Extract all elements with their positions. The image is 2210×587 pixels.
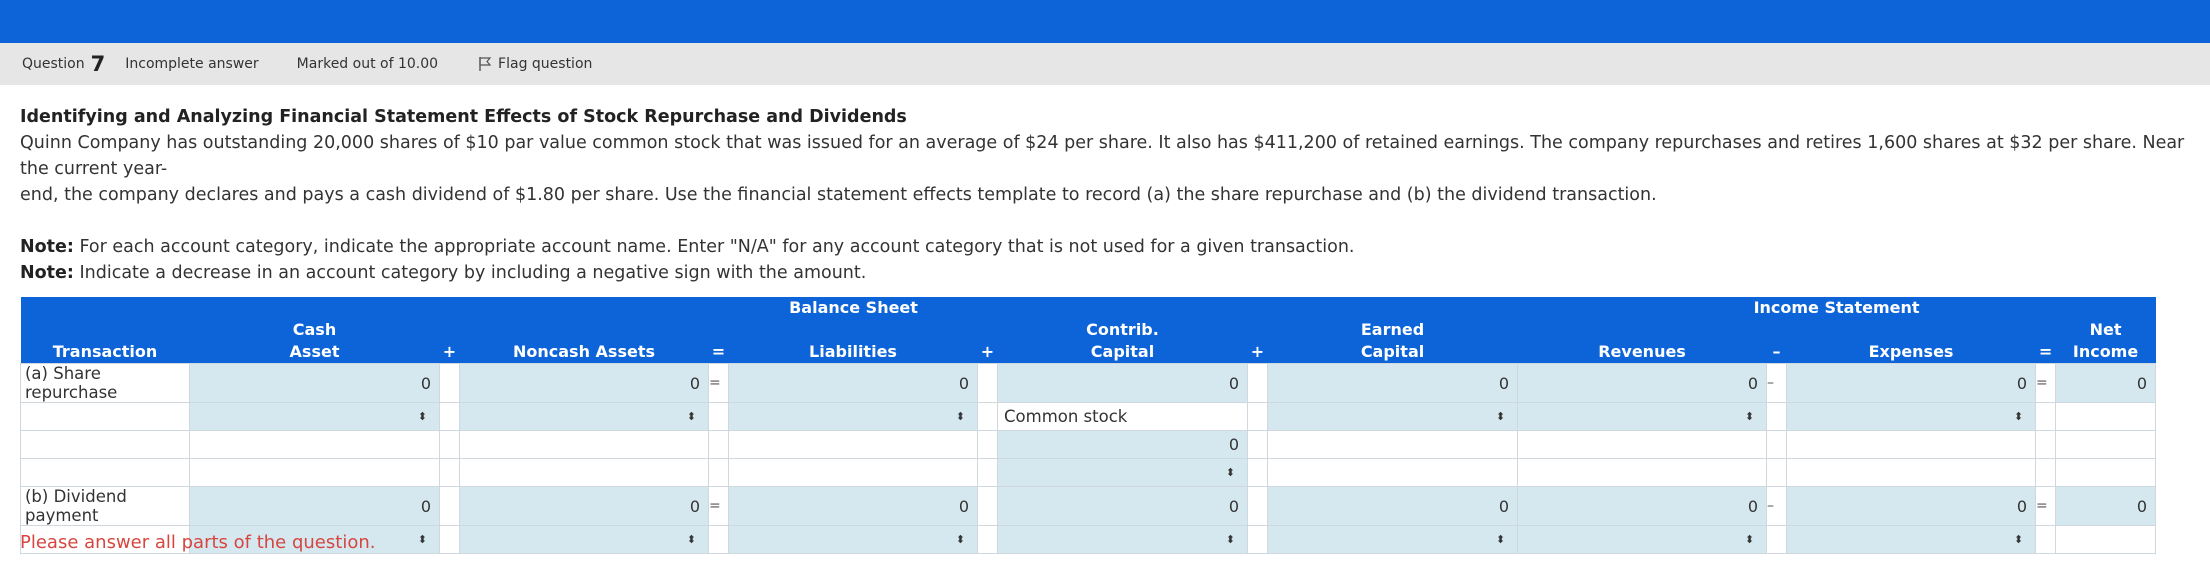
noncash-account-select[interactable]: ⬍ [459,525,709,554]
question-info-bar: Question 7 Incomplete answer Marked out … [0,43,2210,85]
financial-statement-effects-template: Balance Sheet Income Statement Cash Cont… [20,297,2157,554]
note-2: Note: Indicate a decrease in an account … [20,263,867,283]
liabilities-account-select[interactable]: ⬍ [728,525,978,554]
table-row: ⬍ ⬍ ⬍ ⬍ ⬍ ⬍ ⬍ [20,525,2157,554]
op-equals: = [708,341,729,364]
earned-capital-account-select[interactable]: ⬍ [1266,525,1519,554]
col-earned-line2: Capital [1267,341,1518,364]
col-netincome-line2: Income [2055,341,2156,364]
col-cash-line1: Cash [189,319,440,341]
op-plus: + [439,341,460,364]
contrib-capital-account-name[interactable]: Common stock [997,402,1248,431]
cash-account-select[interactable]: ⬍ [189,402,440,431]
liabilities-amount-input[interactable]: 0 [728,363,978,403]
expenses-amount-input[interactable]: 0 [1786,363,2037,403]
top-banner [0,0,2210,43]
op-minus: – [1766,486,1788,526]
flag-question-label: Flag question [498,56,593,72]
flag-icon [479,57,492,71]
transaction-label-b: (b) Dividend payment [20,486,190,526]
op-plus: + [1247,341,1268,364]
op-minus: – [1766,363,1788,403]
col-noncash: Noncash Assets [459,341,709,364]
contrib-capital-account-select[interactable]: ⬍ [997,525,1248,554]
earned-capital-amount-input[interactable]: 0 [1266,363,1519,403]
table-row: (a) Share repurchase 0 0 = 0 0 0 0 – 0 =… [20,363,2157,403]
op-equals: = [2035,363,2057,403]
problem-title: Identifying and Analyzing Financial Stat… [20,107,907,127]
col-earned-line1: Earned [1267,319,1518,341]
liabilities-amount-input[interactable]: 0 [728,486,978,526]
col-cash-line2: Asset [189,341,440,364]
col-netincome-line1: Net [2055,319,2156,341]
net-income-amount-input[interactable]: 0 [2055,486,2157,526]
balance-sheet-header: Balance Sheet [189,297,1518,319]
contrib-capital-amount-input[interactable]: 0 [997,363,1248,403]
earned-capital-account-select[interactable]: ⬍ [1266,402,1519,431]
table-row: ⬍ [20,458,2157,487]
op-plus: + [977,341,998,364]
col-contrib-line1: Contrib. [997,319,1248,341]
op-equals: = [2035,341,2056,364]
answer-status: Incomplete answer [125,56,259,72]
note-1: Note: For each account category, indicat… [20,237,1355,257]
problem-text: Identifying and Analyzing Financial Stat… [20,104,2190,286]
noncash-account-select[interactable]: ⬍ [459,402,709,431]
problem-body-line2: end, the company declares and pays a cas… [20,185,1657,205]
contrib-capital-amount-input[interactable]: 0 [997,486,1248,526]
marks-info: Marked out of 10.00 [296,56,439,72]
problem-body-line1: Quinn Company has outstanding 20,000 sha… [20,133,2185,179]
income-statement-header: Income Statement [1517,297,2156,319]
op-equals: = [708,486,729,526]
op-minus: – [1766,341,1787,364]
cash-amount-input[interactable]: 0 [189,486,440,526]
table-row: (b) Dividend payment 0 0 = 0 0 0 0 – 0 =… [20,486,2157,526]
question-label: Question [22,56,85,72]
flag-question-button[interactable]: Flag question [478,56,592,72]
expenses-account-select[interactable]: ⬍ [1786,525,2037,554]
net-income-amount-input[interactable]: 0 [2055,363,2157,403]
op-equals: = [2035,486,2057,526]
revenues-amount-input[interactable]: 0 [1517,363,1768,403]
op-equals: = [708,363,729,403]
liabilities-account-select[interactable]: ⬍ [728,402,978,431]
table-row: 0 [20,430,2157,459]
table-row: ⬍ ⬍ ⬍ Common stock ⬍ ⬍ ⬍ [20,402,2157,431]
expenses-account-select[interactable]: ⬍ [1786,402,2037,431]
revenues-amount-input[interactable]: 0 [1517,486,1768,526]
col-expenses: Expenses [1786,341,2036,364]
noncash-amount-input[interactable]: 0 [459,363,709,403]
col-contrib-line2: Capital [997,341,1248,364]
col-revenues: Revenues [1517,341,1767,364]
revenues-account-select[interactable]: ⬍ [1517,525,1768,554]
cash-amount-input[interactable]: 0 [189,363,440,403]
expenses-amount-input[interactable]: 0 [1786,486,2037,526]
revenues-account-select[interactable]: ⬍ [1517,402,1768,431]
noncash-amount-input[interactable]: 0 [459,486,709,526]
question-number: 7 [90,52,106,76]
contrib-capital-amount-input-2[interactable]: 0 [997,430,1248,459]
earned-capital-amount-input[interactable]: 0 [1266,486,1519,526]
col-transaction: Transaction [20,341,190,364]
contrib-capital-account-select-2[interactable]: ⬍ [997,458,1248,487]
cash-account-select[interactable]: ⬍ [189,525,440,554]
validation-warning: Please answer all parts of the question. [20,532,376,553]
transaction-label-a: (a) Share repurchase [20,363,190,403]
col-liabilities: Liabilities [728,341,978,364]
